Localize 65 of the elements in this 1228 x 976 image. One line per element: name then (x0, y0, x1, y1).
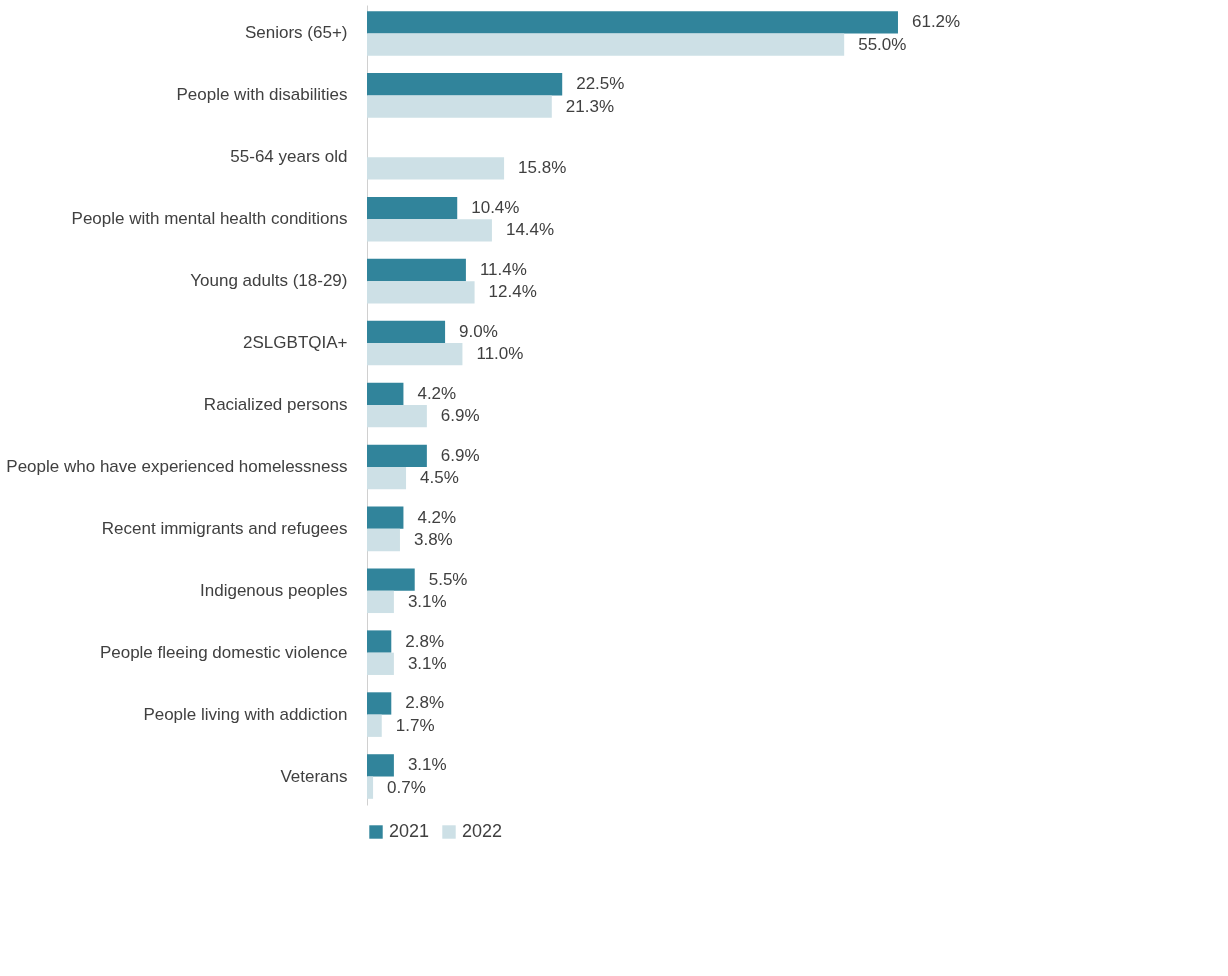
y-tick-label: People with disabilities (176, 85, 348, 105)
data-label: 61.2% (911, 12, 961, 32)
y-tick-label: Seniors (65+) (244, 23, 348, 43)
bar (367, 630, 392, 653)
bar (367, 405, 427, 428)
y-tick-label: Recent immigrants and refugees (101, 518, 348, 538)
bar (367, 320, 446, 344)
bar (367, 196, 458, 220)
bar (367, 714, 382, 737)
bar (367, 95, 552, 118)
legend-label: 2021 (389, 821, 430, 841)
bar (367, 73, 563, 96)
data-label: 2.8% (405, 631, 445, 651)
bar (367, 33, 845, 56)
y-tick-label: Racialized persons (203, 395, 348, 414)
bar (367, 692, 392, 715)
legend-label: 2022 (462, 821, 503, 841)
bar (367, 219, 492, 242)
bar (367, 568, 415, 591)
bar (367, 776, 374, 799)
bar (367, 590, 394, 614)
data-label: 12.4% (488, 282, 537, 302)
data-label: 14.4% (505, 220, 555, 240)
data-label: 6.9% (440, 406, 480, 426)
y-tick-label: 2SLGBTQIA+ (243, 333, 348, 353)
data-label: 2.8% (405, 693, 445, 713)
bar (367, 444, 427, 467)
y-tick-label: People fleeing domestic violence (99, 642, 348, 662)
data-label: 9.0% (459, 321, 498, 341)
data-label: 11.0% (476, 344, 524, 364)
data-label: 22.5% (576, 74, 625, 94)
bar (367, 157, 505, 180)
y-tick-label: People with mental health conditions (71, 209, 348, 229)
data-label: 3.1% (407, 591, 447, 611)
data-label: 6.9% (440, 445, 480, 465)
data-label: 15.8% (518, 158, 567, 178)
data-label: 5.5% (428, 569, 468, 589)
bar (367, 11, 898, 34)
data-label: 4.5% (420, 468, 459, 488)
y-tick-label: People living with addiction (143, 704, 348, 724)
bar (367, 258, 466, 282)
y-tick-label: People who have experienced homelessness (6, 456, 348, 476)
data-label: 1.7% (395, 715, 435, 735)
data-label: 55.0% (858, 34, 907, 54)
y-tick-label: Veterans (280, 766, 348, 786)
bar (367, 652, 394, 675)
bar (367, 466, 407, 490)
data-label: 0.7% (387, 777, 426, 797)
y-tick-label: Indigenous peoples (200, 580, 348, 600)
data-label: 4.2% (417, 383, 457, 403)
y-tick-label: 55-64 years old (230, 147, 348, 167)
y-tick-label: Young adults (18-29) (190, 271, 348, 291)
bar (367, 382, 404, 405)
data-label: 3.1% (407, 755, 447, 775)
bar (367, 506, 404, 529)
data-label: 11.4% (479, 260, 527, 280)
data-label: 10.4% (471, 198, 520, 218)
bar (367, 281, 475, 304)
data-label: 4.2% (417, 507, 457, 527)
bar (367, 528, 400, 552)
bar (367, 754, 394, 777)
data-label: 21.3% (565, 96, 614, 116)
data-label: 3.8% (413, 529, 453, 549)
bar (367, 343, 463, 366)
data-label: 3.1% (407, 653, 447, 673)
